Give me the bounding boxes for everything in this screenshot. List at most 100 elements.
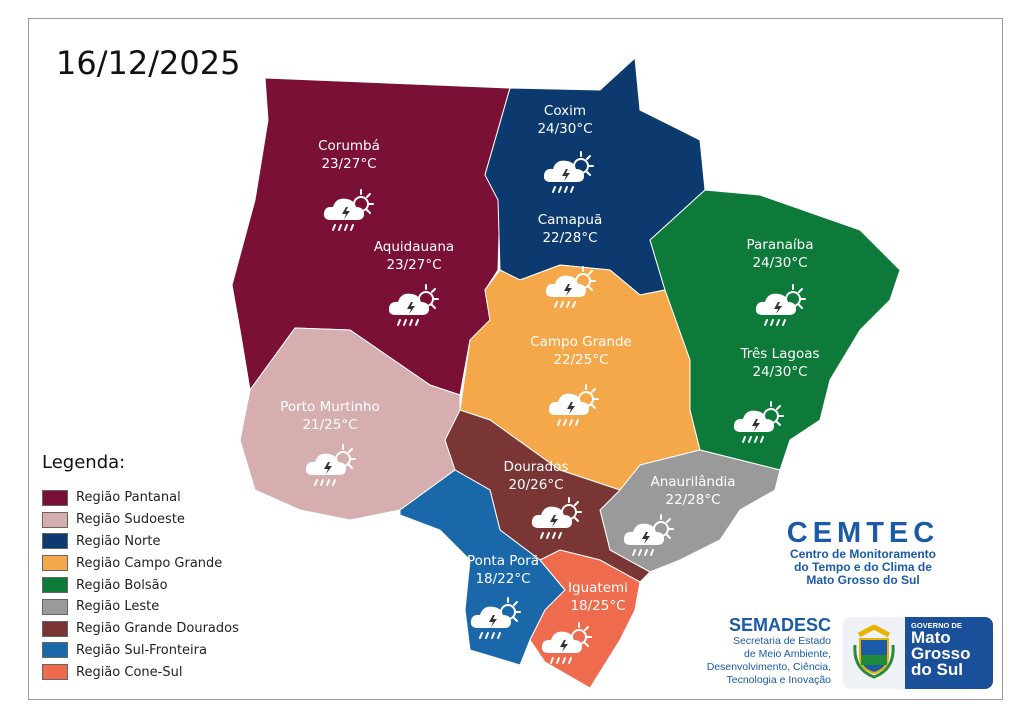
city-name: Paranaíba [746,237,814,253]
legend-label: Região Leste [76,599,160,615]
city-label: Coxim 24/30°C [537,102,592,138]
city-label: Dourados 20/26°C [504,458,569,494]
legend-label: Região Sudoeste [76,512,185,528]
partly-cloudy-storm-rain-icon [323,189,374,231]
legend-item: Região Pantanal [42,487,239,509]
legend-label: Região Pantanal [76,490,181,506]
legend-label: Região Grande Dourados [76,621,239,637]
city-name: Iguatemi [568,580,628,596]
legend-label: Região Sul-Fronteira [76,642,207,658]
region-bolsao [649,189,901,471]
partly-cloudy-storm-rain-icon [388,284,439,326]
city-temperature: 22/25°C [553,352,609,368]
city-name: Aquidauana [373,239,455,255]
city-name: Corumbá [318,138,380,154]
city-label: Ponta Porã 18/22°C [467,552,539,588]
city-temperature: 18/25°C [570,598,626,614]
city-label: Camapuã 22/28°C [538,211,603,247]
partly-cloudy-storm-rain-icon [531,497,582,539]
frame [28,18,1003,700]
partly-cloudy-storm-rain-icon [543,151,594,193]
partly-cloudy-storm-rain-icon [470,597,521,639]
cemtec-title: CEMTEC [786,517,940,549]
city-name: Camapuã [537,212,603,228]
partly-cloudy-storm-rain-icon [733,401,784,443]
city-label: Corumbá 23/27°C [318,137,380,173]
cemtec-line: Centro de Monitoramento [790,547,936,561]
city-name: Anaurilândia [650,474,736,490]
city-temperature: 23/27°C [321,156,377,172]
legend-swatch [42,598,68,615]
city-label: Paranaíba 24/30°C [746,236,813,272]
city-temperature: 22/28°C [665,492,721,508]
city-temperature: 24/30°C [537,121,593,137]
legend-swatch [42,664,68,681]
partly-cloudy-storm-rain-icon [548,384,599,426]
legend-swatch [42,555,68,572]
gov-name: Grosso [911,644,971,663]
city-label: Porto Murtinho 21/25°C [280,398,379,434]
legend-item: Região Bolsão [42,574,239,596]
legend-item: Região Sul-Fronteira [42,640,239,662]
partly-cloudy-storm-rain-icon [541,622,592,664]
cemtec-line: do Tempo e do Clima de [794,560,932,574]
city-temperature: 24/30°C [752,255,808,271]
semadesc-line: de Meio Ambiente, [744,648,831,660]
city-temperature: 22/28°C [542,230,598,246]
legend: Legenda: Região Pantanal Região Sudoeste R… [42,452,239,683]
city-temperature: 24/30°C [752,364,808,380]
city-temperature: 21/25°C [302,417,358,433]
legend-item: Região Grande Dourados [42,618,239,640]
semadesc-line: Secretaria de Estado [732,635,831,647]
cemtec-logo: CEMTEC Centro de Monitoramento do Tempo … [778,518,948,587]
partly-cloudy-storm-rain-icon [623,514,674,556]
coat-of-arms-icon [843,617,905,689]
city-name: Três Lagoas [740,346,820,362]
legend-label: Região Cone-Sul [76,664,183,680]
legend-item: Região Cone-Sul [42,661,239,683]
legend-swatch [42,620,68,637]
legend-swatch [42,511,68,528]
city-label: Campo Grande 22/25°C [530,333,632,369]
city-temperature: 20/26°C [508,477,564,493]
city-name: Porto Murtinho [280,399,380,415]
city-name: Coxim [543,103,587,119]
city-name: Dourados [503,459,569,475]
partly-cloudy-storm-rain-icon [545,266,596,308]
legend-swatch [42,489,68,506]
city-temperature: 18/22°C [475,571,531,587]
city-label: Iguatemi 18/25°C [568,579,628,615]
cemtec-line: Mato Grosso do Sul [806,573,920,587]
legend-item: Região Sudoeste [42,509,239,531]
legend-item: Região Norte [42,531,239,553]
city-name: Campo Grande [530,334,632,350]
semadesc-title: SEMADESC [728,615,831,635]
city-temperature: 23/27°C [386,257,442,273]
city-name: Ponta Porã [466,553,540,569]
gov-name: Mato [911,628,951,647]
semadesc-logo: SEMADESC Secretaria de Estado de Meio Am… [690,615,831,687]
partly-cloudy-storm-rain-icon [305,444,356,486]
gov-small: GOVERNO DE [911,621,962,630]
legend-swatch [42,577,68,594]
legend-swatch [42,642,68,659]
city-label: Anaurilândia 22/28°C [650,473,735,509]
semadesc-line: Desenvolvimento, Ciência, [706,661,831,673]
city-label: Aquidauana 23/27°C [374,238,454,274]
forecast-date: 16/12/2025 [56,44,241,82]
government-logo: GOVERNO DE Mato Grosso do Sul [843,617,993,689]
region-cone-sul [529,549,641,689]
legend-swatch [42,533,68,550]
legend-label: Região Bolsão [76,577,168,593]
legend-item: Região Campo Grande [42,552,239,574]
gov-name: do Sul [911,660,963,679]
legend-item: Região Leste [42,596,239,618]
legend-title: Legenda: [42,452,126,473]
legend-label: Região Norte [76,533,161,549]
semadesc-line: Tecnologia e Inovação [726,674,832,686]
legend-label: Região Campo Grande [76,555,223,571]
partly-cloudy-storm-rain-icon [755,284,806,326]
city-label: Três Lagoas 24/30°C [740,345,819,381]
